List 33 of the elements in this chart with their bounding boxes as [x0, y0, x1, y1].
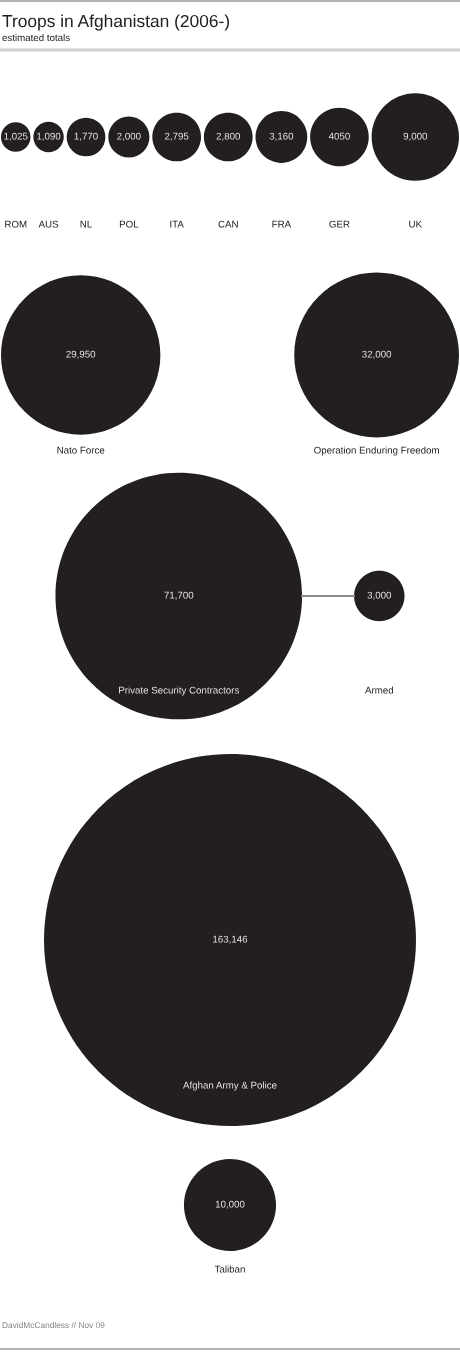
category-label: ROM: [5, 220, 27, 228]
category-label: GER: [329, 220, 350, 228]
category-label: Private Security Contractors: [119, 686, 239, 696]
category-label: UK: [409, 220, 422, 228]
data-label: 2,795: [164, 132, 189, 141]
data-label: 3,000: [367, 591, 392, 600]
data-label: 9,000: [403, 132, 428, 141]
data-label: 1,090: [37, 132, 61, 141]
data-label: 2,800: [216, 132, 241, 141]
data-label: 71,700: [164, 591, 194, 600]
data-label: 4050: [328, 132, 350, 140]
category-label: Operation Enduring Freedom: [314, 446, 439, 456]
text: Troops in Afghanistan (2006-): [2, 14, 229, 31]
data-label: 29,950: [66, 350, 96, 359]
data-label: 163,146: [213, 935, 248, 944]
data-label: 32,000: [362, 350, 392, 359]
data-label: 2,000: [117, 132, 141, 141]
text: estimated totals: [2, 33, 70, 42]
category-label: NL: [80, 220, 92, 228]
data-label: 10,000: [215, 1200, 245, 1209]
category-label: ITA: [170, 220, 184, 228]
data-label: 1,770: [74, 132, 98, 141]
data-label: 1,025: [4, 132, 28, 141]
category-label: AUS: [38, 220, 59, 228]
category-label: Armed: [365, 686, 393, 694]
category-label: FRA: [272, 220, 292, 228]
category-label: POL: [119, 220, 139, 228]
category-label: CAN: [218, 220, 238, 228]
category-label: Taliban: [214, 1265, 245, 1273]
data-label: 3,160: [269, 132, 294, 141]
category-label: Nato Force: [57, 446, 105, 454]
text: DavidMcCandless // Nov 09: [2, 1321, 105, 1329]
category-label: Afghan Army & Police: [183, 1081, 277, 1091]
